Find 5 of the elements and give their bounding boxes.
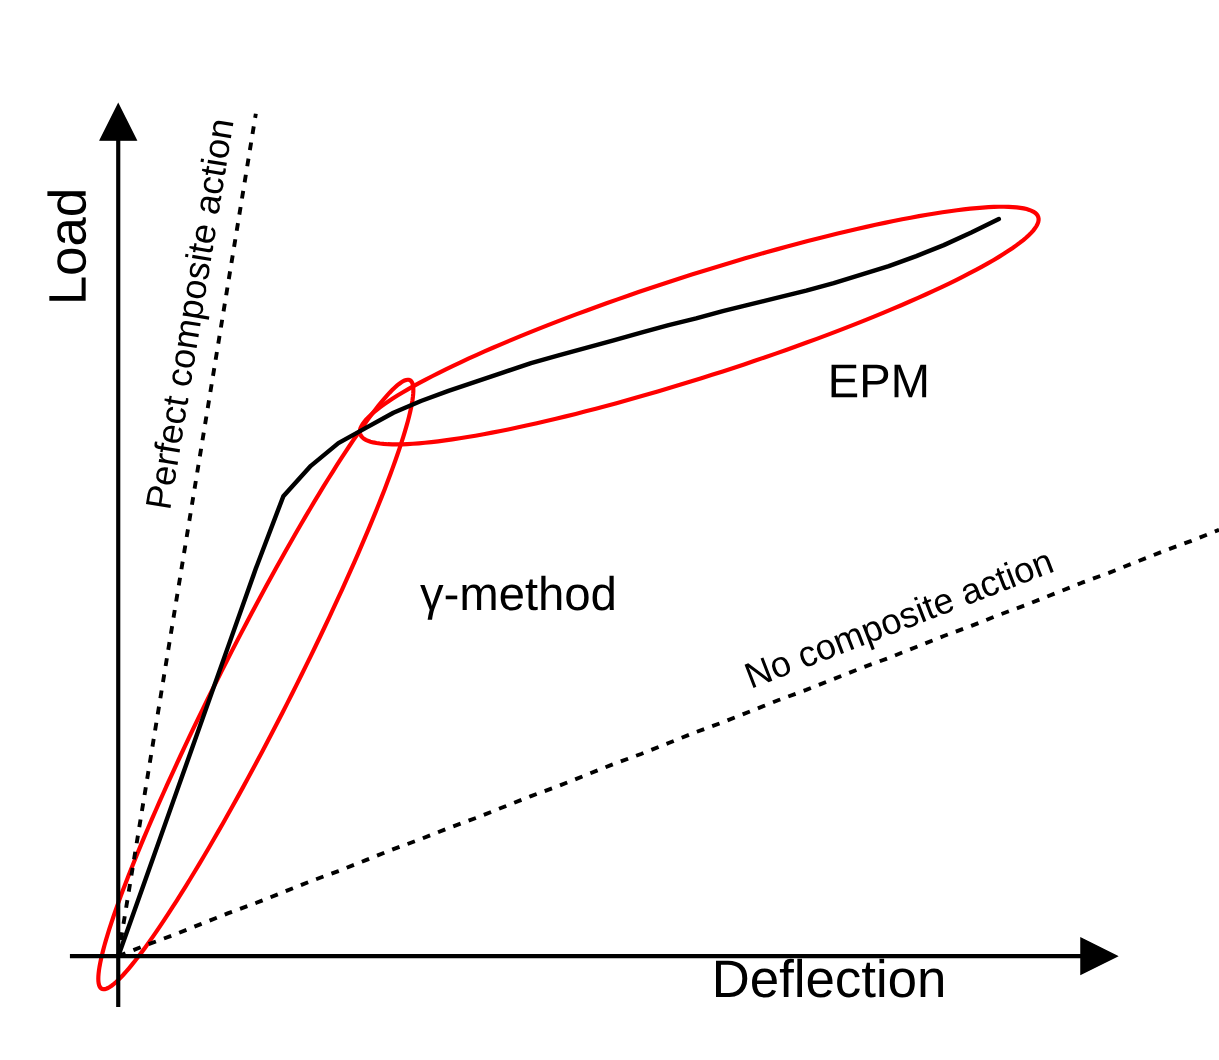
text: Perfect composite action [144,118,241,510]
y-axis-title: Load [47,191,87,301]
annotation: EPM [831,364,927,398]
x-axis-title: Deflection [716,958,943,998]
annotation: γ-method [420,575,614,620]
